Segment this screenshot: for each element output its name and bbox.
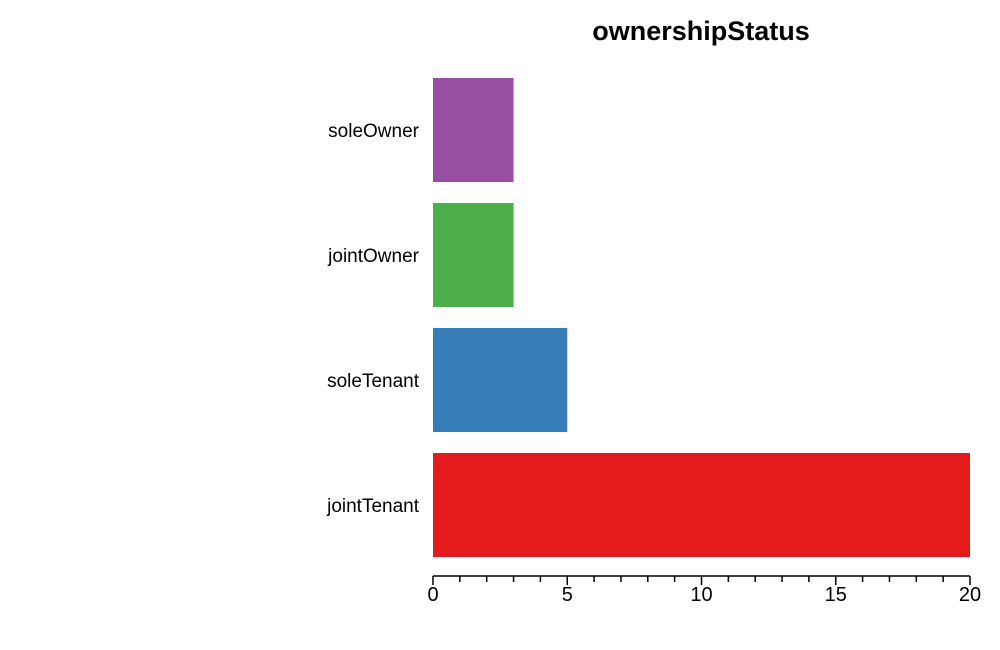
bar-jointTenant (433, 453, 970, 557)
x-axis: 0 5 10 15 20 (427, 575, 981, 606)
bars-group (433, 78, 970, 557)
bar-soleOwner (433, 78, 514, 182)
category-label-soleOwner: soleOwner (328, 121, 419, 142)
chart-title: ownershipStatus (592, 16, 810, 46)
bar-jointOwner (433, 203, 514, 307)
category-label-soleTenant: soleTenant (327, 371, 420, 392)
category-label-jointTenant: jointTenant (326, 496, 420, 517)
bar-soleTenant (433, 328, 568, 432)
x-tick-label-15: 15 (825, 584, 847, 606)
x-tick-label-10: 10 (690, 584, 712, 606)
category-labels: soleOwner jointOwner soleTenant jointTenant (326, 121, 420, 517)
x-tick-label-5: 5 (562, 584, 573, 606)
x-tick-label-20: 20 (959, 584, 981, 606)
category-label-jointOwner: jointOwner (327, 246, 419, 267)
x-tick-label-0: 0 (427, 584, 438, 606)
